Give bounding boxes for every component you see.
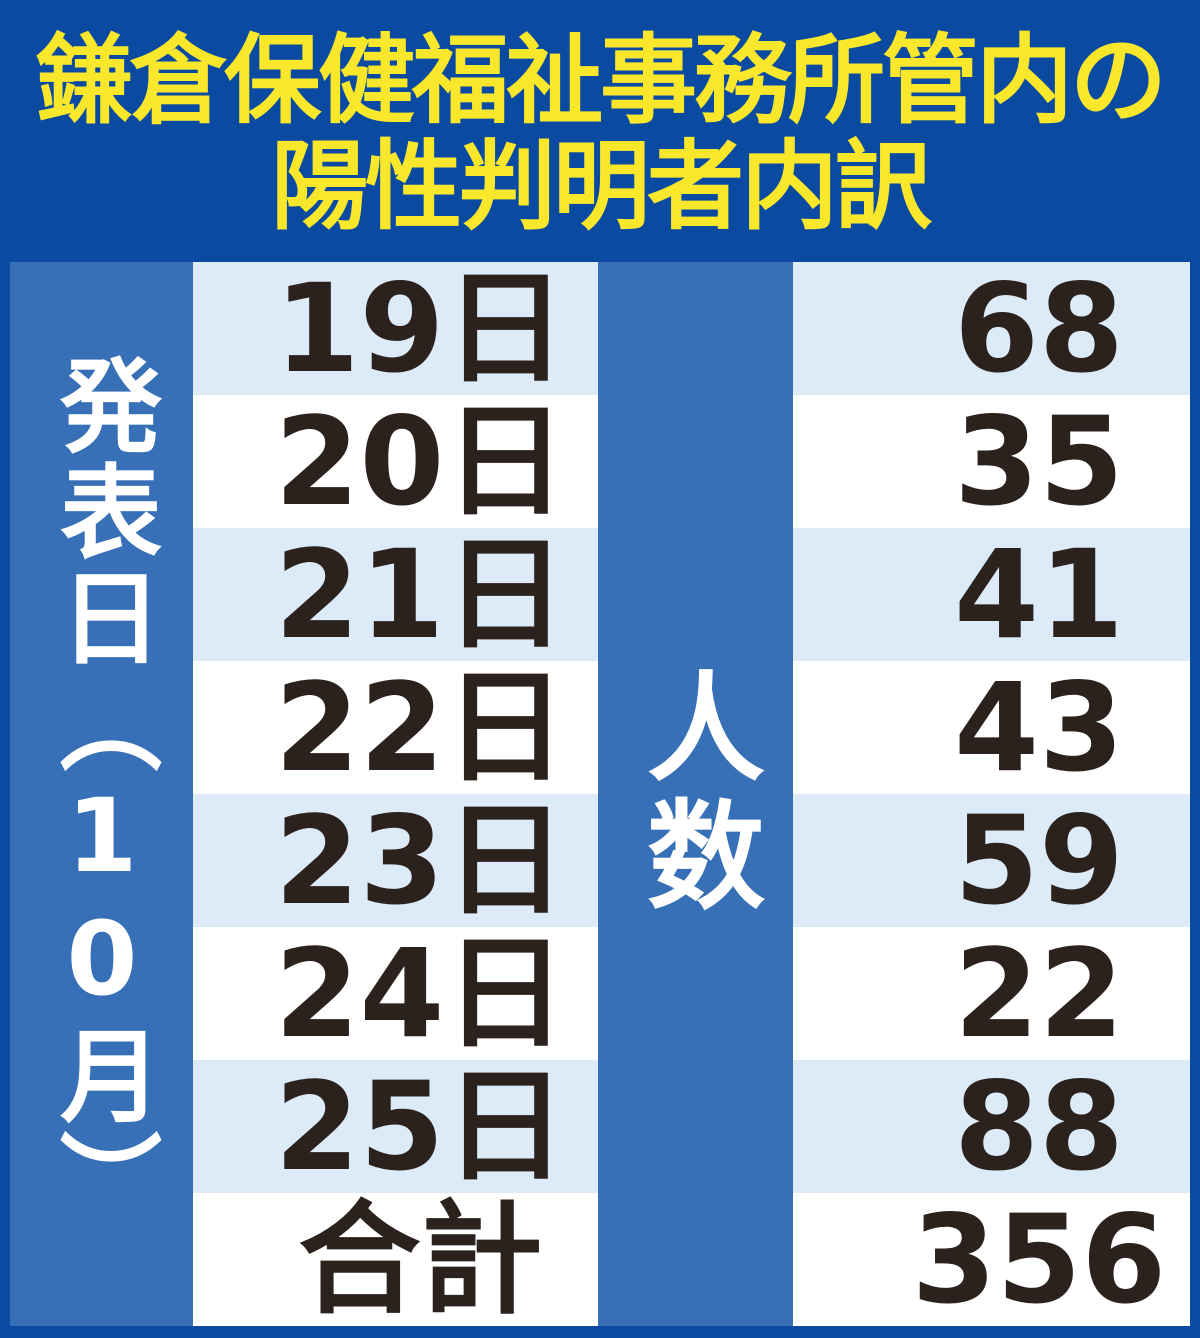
page-title-line-2: 陽性判明者内訳 [271,130,932,243]
page-title-line-1: 鎌倉保健福祉事務所管内の [36,24,1167,138]
row-axis-header-column: 発表日（10月） [10,262,193,1326]
row-axis-label-suffix: 月） [42,1023,162,1235]
date-cell-19: 19日 [193,262,598,395]
date-cell-22: 22日 [193,661,598,794]
positive-cases-table: 発表日（10月） 19日 20日 21日 22日 23日 24日 25日 合計 … [10,262,1190,1326]
count-cell-24: 22 [793,927,1190,1060]
count-cell-20: 35 [793,395,1190,528]
row-axis-label-prefix: 発表日（ [42,353,162,777]
page-title: 鎌倉保健福祉事務所管内の 陽性判明者内訳 [0,0,1200,262]
count-cell-21: 41 [793,528,1190,661]
row-axis-label: 発表日（10月） [43,353,162,1235]
date-cell-25: 25日 [193,1060,598,1193]
value-axis-header-column: 人数 [598,262,793,1326]
row-axis-label-month-number: 10 [42,777,162,1023]
count-cell-25: 88 [793,1060,1190,1193]
count-column: 68 35 41 43 59 22 88 356 [793,262,1190,1326]
count-cell-22: 43 [793,661,1190,794]
count-cell-total: 356 [793,1193,1190,1326]
date-cell-20: 20日 [193,395,598,528]
date-cell-total: 合計 [193,1193,598,1326]
date-cell-21: 21日 [193,528,598,661]
date-cell-23: 23日 [193,794,598,927]
count-cell-19: 68 [793,262,1190,395]
value-axis-label: 人数 [626,666,765,922]
count-cell-23: 59 [793,794,1190,927]
date-column: 19日 20日 21日 22日 23日 24日 25日 合計 [193,262,598,1326]
date-cell-24: 24日 [193,927,598,1060]
